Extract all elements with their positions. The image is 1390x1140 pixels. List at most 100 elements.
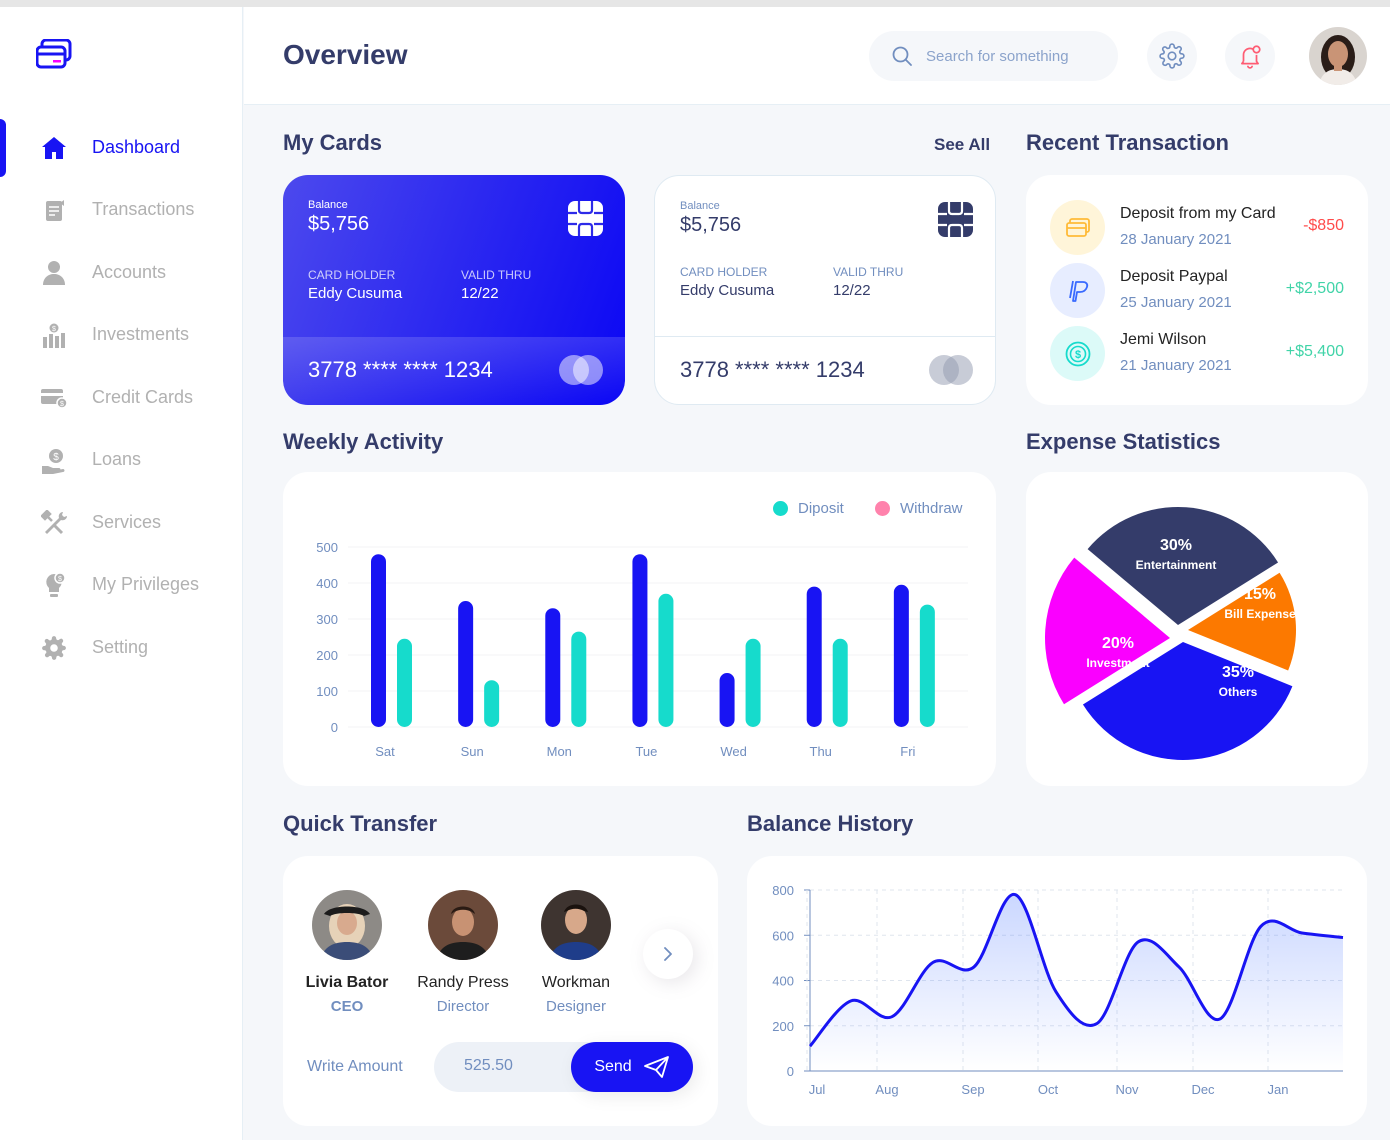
amount-input[interactable] xyxy=(464,1057,564,1075)
y-tick-label: 500 xyxy=(316,540,338,555)
sidebar-item-label: Dashboard xyxy=(92,136,181,157)
sidebar-item-transactions[interactable]: Transactions xyxy=(0,188,243,232)
x-tick-label: Nov xyxy=(1115,1082,1139,1097)
quick-transfer-title: Quick Transfer xyxy=(283,811,438,836)
mastercard-icon xyxy=(559,355,603,390)
transaction-row[interactable]: $ Jemi Wilson 21 January 2021 +$5,400 xyxy=(1050,326,1344,381)
sidebar-item-label: Investments xyxy=(92,324,190,344)
sidebar-item-accounts[interactable]: Accounts xyxy=(0,250,243,294)
contact-card[interactable]: Randy Press Director xyxy=(403,890,523,1015)
amount-label: Write Amount xyxy=(307,1058,403,1075)
pie-slice-investment[interactable] xyxy=(1045,557,1170,705)
user-avatar[interactable] xyxy=(1309,27,1367,85)
bar-diposit[interactable] xyxy=(632,554,648,727)
sidebar-item-dashboard[interactable]: Dashboard xyxy=(0,125,243,169)
transfer-icon xyxy=(40,198,68,224)
legend-withdraw-label: Withdraw xyxy=(900,500,963,517)
bar-diposit[interactable] xyxy=(893,584,909,727)
card-holder-name: Eddy Cusuma xyxy=(308,285,403,302)
bell-icon xyxy=(1241,45,1261,69)
bar-withdraw[interactable] xyxy=(658,593,674,727)
transaction-amount: +$2,500 xyxy=(1285,280,1344,297)
x-tick-label: Mon xyxy=(547,744,572,759)
weekly-activity-panel: Diposit Withdraw 0 100 200 300 400 500 Sat Sun M… xyxy=(283,472,996,786)
active-indicator xyxy=(0,119,6,177)
notifications-button[interactable] xyxy=(1225,31,1275,81)
logo-icon[interactable] xyxy=(35,38,72,74)
sidebar-item-investments[interactable]: $ Investments xyxy=(0,313,243,357)
credit-card-primary[interactable]: Balance $5,756 CARD HOLDER Eddy Cusuma V… xyxy=(283,175,625,405)
balance-area xyxy=(810,894,1343,1071)
card-balance: $5,756 xyxy=(680,214,742,236)
y-tick-label: 400 xyxy=(316,576,338,591)
contact-avatar xyxy=(541,890,611,960)
pie-category-label: Bill Expense xyxy=(1224,607,1296,621)
bar-withdraw[interactable] xyxy=(745,638,761,727)
transaction-row[interactable]: Deposit Paypal 25 January 2021 +$2,500 xyxy=(1050,263,1344,318)
x-tick-label: Wed xyxy=(720,744,747,759)
expense-statistics-title: Expense Statistics xyxy=(1026,429,1221,454)
x-tick-label: Sat xyxy=(375,744,395,759)
contact-avatar xyxy=(428,890,498,960)
x-tick-label: Dec xyxy=(1191,1082,1215,1097)
pie-slice-bill-expense[interactable] xyxy=(1188,572,1296,671)
contact-card[interactable]: Workman Designer xyxy=(516,890,636,1015)
card-valid-date: 12/22 xyxy=(833,282,871,299)
bar-withdraw[interactable] xyxy=(919,604,935,727)
pie-slice-others[interactable] xyxy=(1082,642,1293,760)
bar-withdraw[interactable] xyxy=(832,638,848,727)
y-tick-label: 0 xyxy=(787,1064,794,1079)
pie-percent-label: 35% xyxy=(1222,664,1254,681)
pie-category-label: Investment xyxy=(1086,656,1149,670)
bar-diposit[interactable] xyxy=(545,608,561,727)
pie-percent-label: 30% xyxy=(1160,537,1192,554)
x-tick-label: Sun xyxy=(461,744,484,759)
sidebar-item-my-privileges[interactable]: $ My Privileges xyxy=(0,563,243,607)
x-tick-label: Oct xyxy=(1038,1082,1059,1097)
card-number: 3778 **** **** 1234 xyxy=(680,357,865,382)
y-tick-label: 0 xyxy=(331,720,338,735)
svg-text:$: $ xyxy=(1074,349,1080,361)
send-label: Send xyxy=(594,1058,632,1075)
weekly-activity-chart: 0 100 200 300 400 500 Sat Sun Mon Tue Wed Thu Fri xyxy=(316,540,968,759)
sidebar-item-loans[interactable]: $ Loans xyxy=(0,438,243,482)
settings-button[interactable] xyxy=(1147,31,1197,81)
transaction-title: Jemi Wilson xyxy=(1120,331,1207,348)
card-holder-label: CARD HOLDER xyxy=(308,268,396,282)
bar-diposit[interactable] xyxy=(371,554,386,727)
bar-withdraw[interactable] xyxy=(571,631,587,727)
recent-transaction-title: Recent Transaction xyxy=(1026,130,1229,155)
sidebar-item-credit-cards[interactable]: $ Credit Cards xyxy=(0,375,243,419)
chip-icon xyxy=(938,202,973,242)
bar-diposit[interactable] xyxy=(719,673,735,727)
credit-card-icon: $ xyxy=(40,385,68,411)
bar-diposit[interactable] xyxy=(806,586,822,727)
y-tick-label: 100 xyxy=(316,684,338,699)
see-all-link[interactable]: See All xyxy=(934,135,991,154)
transaction-date: 28 January 2021 xyxy=(1120,231,1232,248)
contact-card[interactable]: Livia Bator CEO xyxy=(287,890,407,1015)
y-tick-label: 600 xyxy=(772,928,794,943)
sidebar-item-services[interactable]: Services xyxy=(0,500,243,544)
bar-diposit[interactable] xyxy=(458,601,474,727)
legend-deposit-label: Diposit xyxy=(798,500,844,517)
y-tick-label: 200 xyxy=(772,1019,794,1034)
card-icon xyxy=(1050,200,1105,255)
search-input[interactable] xyxy=(926,47,1096,65)
privilege-icon: $ xyxy=(40,571,68,599)
bar-withdraw[interactable] xyxy=(397,638,412,727)
contact-role: Designer xyxy=(545,998,607,1015)
next-contacts-button[interactable] xyxy=(643,929,693,979)
credit-card-secondary[interactable]: Balance $5,756 CARD HOLDER Eddy Cusuma V… xyxy=(654,175,996,405)
transaction-title: Deposit from my Card xyxy=(1120,205,1276,222)
transaction-row[interactable]: Deposit from my Card 28 January 2021 -$8… xyxy=(1050,200,1344,255)
sidebar-item-setting[interactable]: Setting xyxy=(0,625,243,669)
svg-text:$: $ xyxy=(58,576,62,583)
sidebar-item-label: Services xyxy=(92,511,162,532)
pie-slice-entertainment[interactable] xyxy=(1087,507,1279,625)
balance-history-chart: 0 200 400 600 800 Jul Aug Sep Oct Nov Dec Jan xyxy=(772,883,1344,1097)
search-bar[interactable] xyxy=(869,31,1118,81)
bar-withdraw[interactable] xyxy=(484,680,500,727)
loan-icon: $ xyxy=(40,448,68,474)
send-button[interactable]: Send xyxy=(571,1042,693,1092)
